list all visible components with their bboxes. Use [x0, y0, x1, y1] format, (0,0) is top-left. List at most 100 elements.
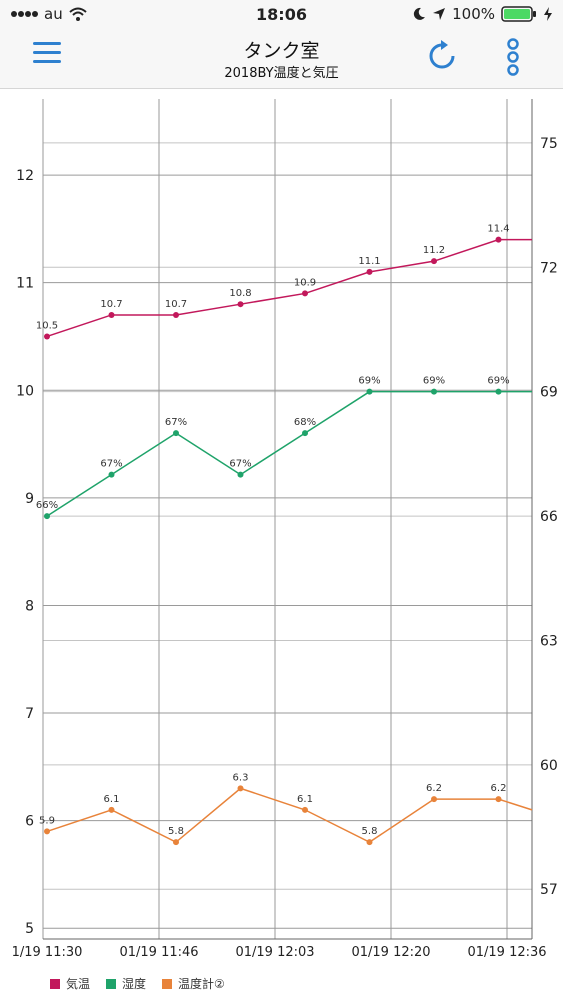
legend-label-humidity: 湿度 [122, 977, 147, 991]
data-point [237, 471, 244, 478]
series-line [46, 787, 533, 844]
x-tick-label: 01/19 12:20 [351, 945, 430, 960]
legend-label-temperature: 気温 [66, 977, 91, 991]
legend-item-humidity[interactable]: 湿度 [106, 975, 146, 992]
data-point [173, 839, 179, 846]
data-label: 11.2 [423, 245, 445, 256]
menu-button[interactable] [33, 42, 61, 64]
data-point [237, 301, 244, 308]
menu-icon [33, 42, 61, 45]
data-point [108, 311, 115, 318]
data-point [302, 806, 308, 813]
data-point [495, 236, 502, 243]
y-right-tick-label: 69 [540, 385, 558, 401]
data-point [366, 388, 373, 395]
data-label: 66% [36, 500, 58, 511]
data-point [366, 268, 373, 275]
y-right-tick-label: 72 [540, 260, 558, 276]
data-label: 69% [487, 376, 509, 387]
chart-legend: 気温 湿度 温度計② [50, 975, 225, 992]
data-label: 10.7 [100, 299, 122, 310]
carrier-label: au [44, 5, 63, 23]
data-point [431, 258, 437, 265]
legend-swatch-thermometer2 [162, 978, 173, 989]
data-point [108, 471, 115, 478]
data-label: 6.2 [491, 783, 507, 794]
data-point [173, 311, 179, 318]
data-point [108, 806, 115, 813]
y-left-tick-label: 7 [25, 706, 34, 722]
data-point [366, 839, 373, 846]
legend-item-thermometer2[interactable]: 温度計② [162, 975, 225, 992]
refresh-button[interactable] [426, 40, 458, 72]
y-right-tick-label: 75 [540, 136, 558, 152]
more-button[interactable] [503, 38, 523, 78]
y-left-tick-label: 8 [25, 598, 34, 614]
status-right-group: 100% [412, 5, 553, 23]
data-point [44, 828, 50, 835]
data-label: 5.9 [39, 815, 55, 826]
data-label: 67% [165, 417, 187, 428]
data-label: 10.5 [36, 320, 58, 331]
data-label: 6.1 [104, 794, 120, 805]
data-label: 10.8 [229, 288, 251, 299]
navigation-bar: タンク室 2018BY温度と気圧 [0, 30, 563, 89]
y-left-tick-label: 12 [16, 168, 34, 184]
data-label: 5.8 [168, 826, 184, 837]
battery-icon [501, 6, 536, 22]
battery-percent: 100% [452, 5, 495, 23]
page-subtitle: 2018BY温度と気圧 [224, 66, 339, 81]
legend-item-temperature[interactable]: 気温 [50, 975, 90, 992]
y-left-tick-label: 10 [16, 383, 34, 399]
data-label: 69% [423, 376, 445, 387]
y-left-tick-label: 9 [25, 491, 34, 507]
data-point [237, 785, 244, 792]
legend-swatch-humidity [106, 978, 117, 989]
data-point [44, 513, 50, 520]
data-point [431, 796, 437, 803]
series-line [46, 238, 532, 338]
status-time: 18:06 [256, 5, 307, 24]
y-right-tick-label: 63 [540, 633, 558, 649]
moon-icon [413, 7, 426, 20]
legend-label-thermometer2: 温度計② [178, 977, 225, 991]
data-label: 6.3 [233, 772, 249, 783]
data-label: 11.1 [358, 256, 380, 267]
y-right-tick-label: 66 [540, 509, 558, 525]
data-label: 69% [358, 376, 380, 387]
data-label: 6.1 [297, 794, 313, 805]
data-point [495, 388, 502, 395]
signal-icon [11, 11, 38, 17]
charging-icon [544, 7, 552, 21]
location-icon [433, 8, 446, 20]
data-label: 11.4 [487, 224, 509, 235]
x-tick-label: 01/19 12:36 [467, 945, 546, 960]
data-point [495, 796, 502, 803]
data-label: 6.2 [426, 783, 442, 794]
refresh-icon [429, 43, 455, 69]
y-left-tick-label: 11 [16, 276, 34, 292]
wifi-icon [69, 7, 87, 21]
y-right-tick-label: 57 [540, 882, 558, 898]
x-tick-label: 1/19 11:30 [12, 945, 83, 960]
data-point [302, 290, 308, 297]
data-label: 67% [100, 459, 122, 470]
x-tick-label: 01/19 11:46 [119, 945, 198, 960]
data-label: 68% [294, 417, 316, 428]
y-right-tick-label: 60 [540, 758, 558, 774]
more-icon [507, 38, 519, 76]
legend-swatch-temperature [50, 978, 60, 989]
data-label: 10.7 [165, 299, 187, 310]
data-point [173, 430, 179, 437]
y-left-tick-label: 6 [25, 814, 34, 830]
data-point [44, 333, 50, 340]
page-title: タンク室 [243, 40, 320, 62]
data-label: 5.8 [362, 826, 378, 837]
data-label: 67% [229, 459, 251, 470]
line-chart: 5 6 7 8 9 10 11 12 57 60 63 66 69 72 75 1/19 11:30 01/19… [12, 99, 558, 960]
data-point [302, 430, 308, 437]
data-label: 10.9 [294, 277, 316, 288]
carrier-group: au [10, 5, 87, 23]
x-tick-label: 01/19 12:03 [235, 945, 314, 960]
status-bar: au 18:06 100% [0, 0, 563, 30]
